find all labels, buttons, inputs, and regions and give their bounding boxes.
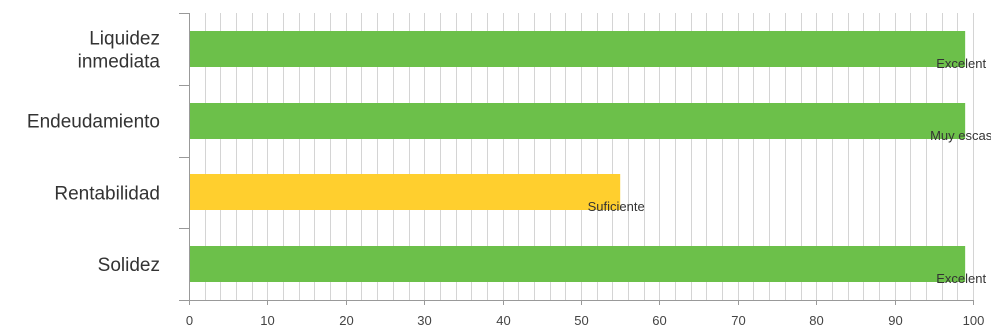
category-label: Rentabilidad <box>54 183 160 204</box>
x-axis-ticks: 0 10 20 30 40 50 60 70 80 90 100 <box>186 300 984 328</box>
bar <box>190 103 966 139</box>
category-label: Endeudamiento <box>27 112 160 133</box>
x-tick-label: 90 <box>888 313 902 328</box>
category-label-line: Solidez <box>98 255 160 276</box>
x-tick-label: 60 <box>652 313 666 328</box>
category-label: Solidez <box>98 255 160 276</box>
data-label: Muy escas <box>930 128 991 143</box>
x-tick-label: 30 <box>417 313 431 328</box>
bar <box>190 174 621 210</box>
category-label-line: inmediata <box>78 51 161 72</box>
x-tick-label: 70 <box>731 313 745 328</box>
category-label: Liquidez inmediata <box>78 28 161 72</box>
category-label-line: Endeudamiento <box>27 112 160 133</box>
x-tick-label: 80 <box>809 313 823 328</box>
category-label-line: Rentabilidad <box>54 183 160 204</box>
bars <box>190 31 966 282</box>
x-tick-label: 0 <box>186 313 193 328</box>
category-label-line: Liquidez <box>89 28 160 49</box>
data-label: Excelent <box>936 56 986 71</box>
x-tick-label: 100 <box>963 313 985 328</box>
x-tick-label: 10 <box>260 313 274 328</box>
bar <box>190 31 966 67</box>
x-tick-label: 50 <box>574 313 588 328</box>
x-tick-label: 40 <box>496 313 510 328</box>
data-label: Suficiente <box>588 199 645 214</box>
data-label: Excelent <box>936 271 986 286</box>
bar <box>190 246 966 282</box>
x-tick-label: 20 <box>339 313 353 328</box>
